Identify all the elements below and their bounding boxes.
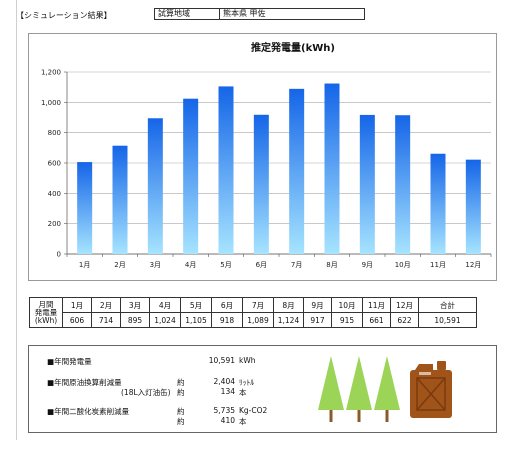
y-tick-label: 400: [48, 190, 61, 198]
bar: [289, 88, 305, 255]
row-header-unit: (kWh): [34, 315, 58, 325]
row-header-line2: 発電量: [34, 307, 58, 317]
x-tick-label: 3月: [150, 261, 161, 269]
y-tick-label: 0: [57, 251, 61, 259]
month-header-cell: 11月: [362, 297, 391, 313]
page-left-rule: [16, 0, 17, 440]
month-value-cell: 1,124: [273, 312, 304, 328]
row-header-cell: 月間 発電量 (kWh): [29, 297, 63, 328]
annual-generation-unit: kWh: [239, 356, 256, 365]
location-value: 熊本県 甲佐: [219, 8, 365, 20]
annual-generation-label: ■年間発電量: [47, 357, 92, 366]
annual-summary-panel: ■年間発電量 10,591 kWh ■年間原油換算削減量 約 2,404 ﾘｯﾄ…: [28, 345, 497, 433]
month-value-cell: 1,024: [149, 312, 181, 328]
x-tick-label: 5月: [220, 261, 231, 269]
bar: [465, 159, 481, 254]
month-header-cell: 6月: [211, 297, 243, 313]
co2-reduction-value: 5,735: [213, 406, 235, 415]
chart-title: 推定発電量(kWh): [251, 41, 335, 54]
table-header-row: 月間 発電量 (kWh) 1月 2月 3月 4月 5月 6月 7月 8月 9月 …: [29, 297, 477, 328]
bar: [112, 145, 128, 254]
bar: [183, 98, 199, 255]
month-value-cell: 918: [211, 312, 243, 328]
month-header-cell: 2月: [91, 297, 121, 313]
month-header-cell: 10月: [331, 297, 363, 313]
total-value-cell: 10,591: [418, 312, 477, 328]
y-tick-label: 1,000: [41, 99, 61, 107]
tree-equivalent-value: 410: [220, 416, 235, 425]
y-tick-label: 1,200: [41, 69, 61, 77]
month-value-cell: 622: [390, 312, 419, 328]
month-header-cell: 12月: [390, 297, 419, 313]
x-tick-label: 9月: [362, 261, 373, 269]
oil-can-approx: 約: [177, 388, 185, 397]
x-tick-label: 8月: [326, 261, 337, 269]
tree-icon: [374, 356, 400, 422]
oil-can-sub-label: (18L入灯油缶): [121, 388, 171, 397]
annual-generation-value: 10,591: [208, 356, 235, 365]
month-header-cell: 1月: [62, 297, 92, 313]
month-value-cell: 1,089: [242, 312, 274, 328]
oil-can-unit: 本: [239, 388, 247, 397]
table-value-row: 606 714 895 1,024 1,105 918 1,089 1,124 …: [30, 312, 477, 328]
bar: [218, 86, 234, 255]
x-tick-label: 7月: [291, 261, 302, 269]
kerosene-can-icon: [410, 361, 452, 418]
month-value-cell: 606: [62, 312, 92, 328]
total-header-cell: 合計: [418, 297, 477, 313]
oil-reduction-value: 2,404: [213, 377, 235, 386]
tree-approx: 約: [177, 417, 185, 426]
bar: [253, 114, 269, 255]
x-tick-label: 4月: [185, 261, 196, 269]
chart-svg: 0 200 400 600 800 1,000 1,200 1月 2月 3月 4月 5月 6月 7月 8月 9…: [41, 41, 492, 269]
month-value-cell: 895: [120, 312, 150, 328]
x-tick-label: 11月: [430, 261, 446, 269]
tree-icon: [346, 356, 372, 422]
oil-can-value: 134: [220, 387, 235, 396]
y-tick-label: 600: [48, 160, 61, 168]
bar: [324, 83, 340, 254]
month-header-cell: 8月: [273, 297, 304, 313]
y-tick-label: 800: [48, 129, 61, 137]
row-header-line1: 月間: [38, 299, 54, 309]
month-header-cell: 3月: [120, 297, 150, 313]
x-tick-label: 12月: [465, 261, 481, 269]
monthly-generation-table: 月間 発電量 (kWh) 1月 2月 3月 4月 5月 6月 7月 8月 9月 …: [29, 297, 477, 328]
location-label: 試算地域: [154, 8, 220, 20]
co2-reduction-unit: Kg-CO2: [239, 406, 268, 415]
month-value-cell: 915: [331, 312, 363, 328]
x-tick-label: 6月: [256, 261, 267, 269]
co2-approx: 約: [177, 407, 185, 416]
co2-reduction-label: ■年間二酸化炭素削減量: [47, 407, 130, 416]
bar: [395, 115, 411, 254]
month-value-cell: 714: [91, 312, 121, 328]
result-title: 【シミュレーション結果】: [16, 11, 112, 20]
month-value-cell: 917: [303, 312, 332, 328]
x-tick-label: 10月: [395, 261, 411, 269]
tree-equivalent-unit: 本: [239, 417, 247, 426]
trees-illustration: [318, 356, 400, 422]
month-value-cell: 1,105: [180, 312, 212, 328]
x-tick-label: 2月: [114, 261, 125, 269]
month-header-cell: 5月: [180, 297, 212, 313]
bar: [430, 153, 446, 254]
x-tick-label: 1月: [79, 261, 90, 269]
oil-reduction-label: ■年間原油換算削減量: [47, 378, 122, 387]
bar: [147, 118, 163, 254]
generation-chart: 0 200 400 600 800 1,000 1,200 1月 2月 3月 4月 5月 6月 7月 8月 9…: [28, 33, 497, 281]
y-tick-label: 200: [48, 220, 61, 228]
oil-reduction-unit: ﾘｯﾄﾙ: [239, 378, 254, 387]
month-header-cell: 7月: [242, 297, 274, 313]
month-header-cell: 9月: [303, 297, 332, 313]
bar: [77, 162, 93, 254]
tree-icon: [318, 356, 344, 422]
month-header-cell: 4月: [149, 297, 181, 313]
bar: [359, 114, 375, 255]
oil-approx: 約: [177, 378, 185, 387]
month-value-cell: 661: [362, 312, 391, 328]
